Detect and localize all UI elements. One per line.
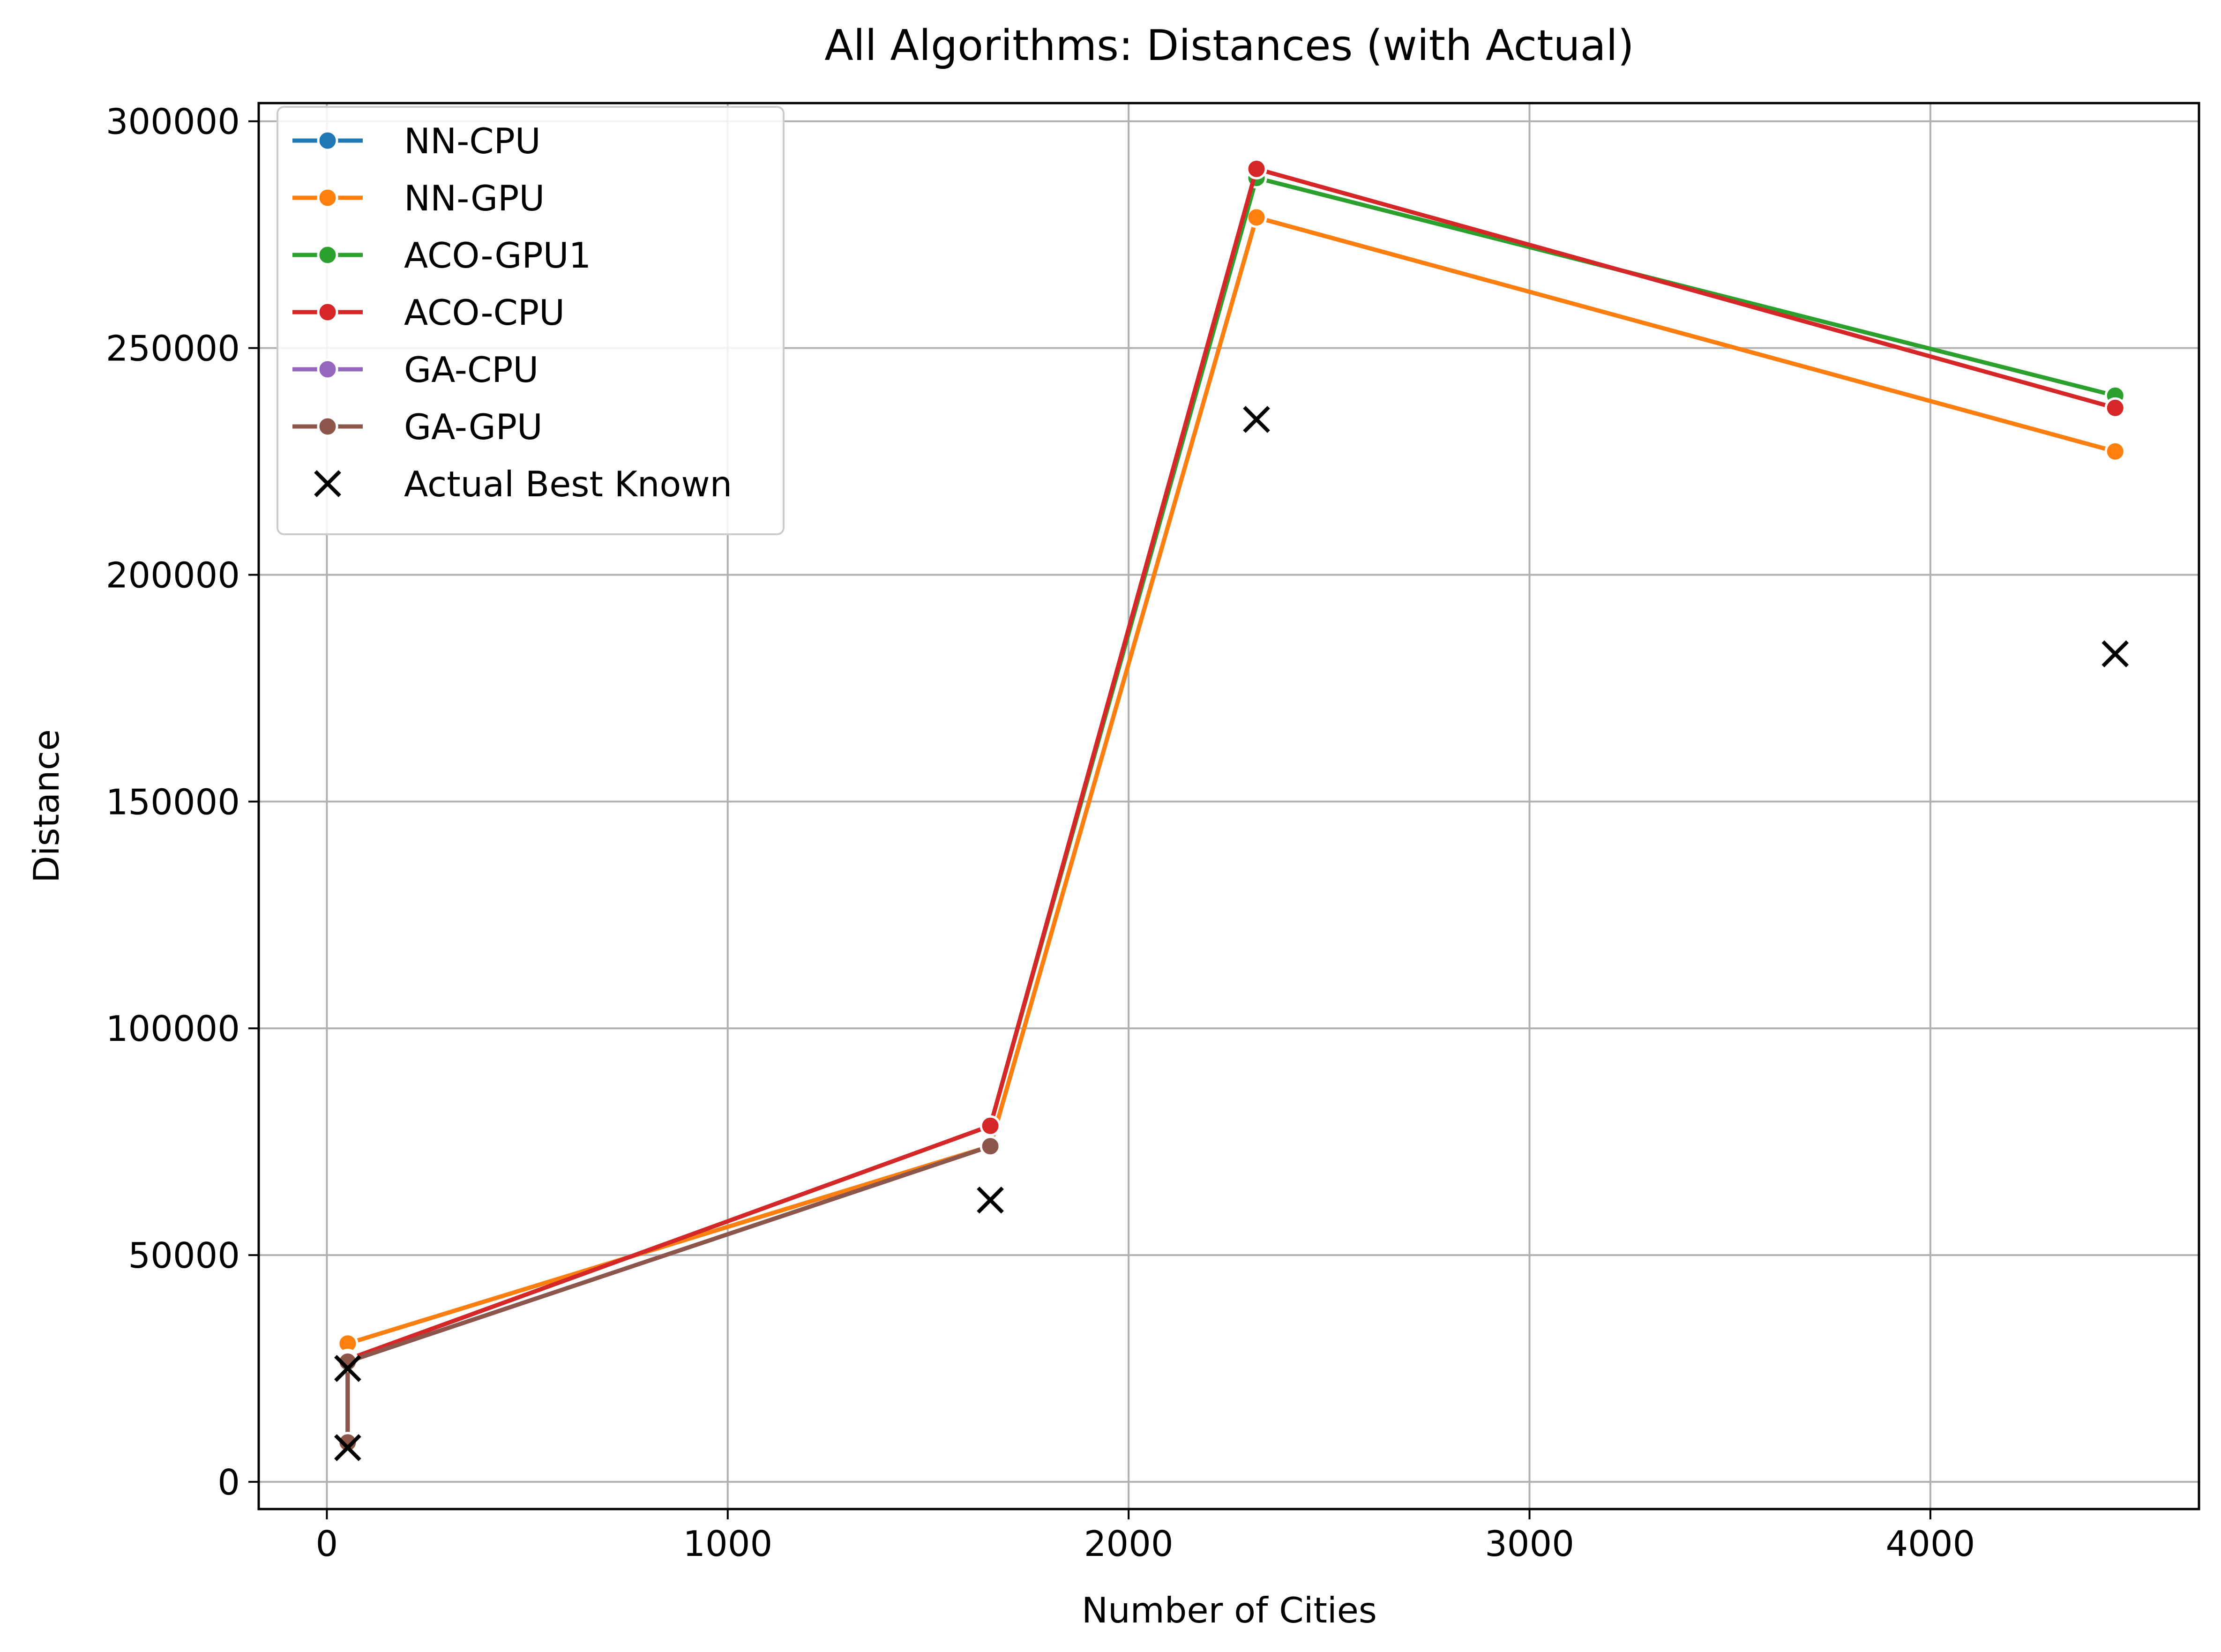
legend-marker (317, 187, 338, 209)
x-marker-stroke (334, 1355, 361, 1382)
plot-frame (257, 102, 2200, 1510)
actual-best-known-marker (334, 1355, 361, 1382)
legend-marker (317, 416, 338, 437)
legend-x-marker (314, 470, 341, 497)
x-tick-label: 3000 (1485, 1523, 1574, 1564)
actual-best-known-marker (1243, 406, 1270, 433)
legend-marker (317, 301, 338, 323)
actual-best-known-marker (2101, 640, 2129, 667)
legend-label: GA-CPU (404, 349, 538, 390)
actual-best-known-marker (334, 1434, 361, 1461)
x-tick-label: 1000 (683, 1523, 772, 1564)
grid (259, 103, 2199, 1509)
x-marker-stroke (1243, 406, 1270, 433)
legend-label: ACO-CPU (404, 292, 565, 333)
data-point-nn-gpu (1246, 207, 1267, 228)
chart-title: All Algorithms: Distances (with Actual) (824, 21, 1634, 70)
data-point-aco-cpu (1246, 158, 1267, 179)
legend-marker (317, 130, 338, 151)
x-tick-label: 0 (316, 1523, 338, 1564)
legend-label: Actual Best Known (404, 463, 732, 505)
legend-label: NN-GPU (404, 178, 545, 219)
y-tick-label: 0 (217, 1462, 240, 1503)
y-tick-label: 200000 (106, 554, 240, 596)
actual-best-known-marker (977, 1186, 1004, 1214)
y-tick-label: 100000 (106, 1008, 240, 1049)
data-point-nn-gpu (2104, 441, 2126, 462)
x-marker-stroke (334, 1434, 361, 1461)
legend: NN-CPU NN-GPU ACO-GPU1 ACO-CPU GA-CPU GA-GPU A… (277, 106, 785, 535)
data-point-aco-cpu (2104, 397, 2126, 419)
legend-marker (317, 359, 338, 380)
legend-label: GA-GPU (404, 406, 543, 448)
y-tick-label: 300000 (106, 101, 240, 142)
x-tick-label: 4000 (1885, 1523, 1975, 1564)
actual-best-known-layer (334, 406, 2129, 1461)
series-layer (337, 158, 2126, 1455)
legend-label: ACO-GPU1 (404, 235, 591, 276)
y-tick-label: 150000 (106, 781, 240, 822)
legend-box (277, 106, 785, 535)
data-point-aco-cpu (980, 1115, 1001, 1136)
y-tick-label: 50000 (128, 1235, 240, 1276)
data-point-ga-gpu (337, 1432, 359, 1453)
legend-marker (317, 244, 338, 266)
x-marker-stroke (977, 1186, 1004, 1214)
data-point-ga-gpu (980, 1136, 1001, 1157)
axis-ticks: 0 1000 2000 3000 4000 0 50000 100000 150000 20000… (106, 101, 1975, 1564)
x-tick-label: 2000 (1084, 1523, 1174, 1564)
y-axis-label: Distance (26, 729, 67, 883)
y-tick-label: 250000 (106, 328, 240, 369)
legend-label: NN-CPU (404, 120, 541, 162)
x-marker-stroke (2101, 640, 2129, 667)
x-axis-label: Number of Cities (1082, 1590, 1377, 1631)
